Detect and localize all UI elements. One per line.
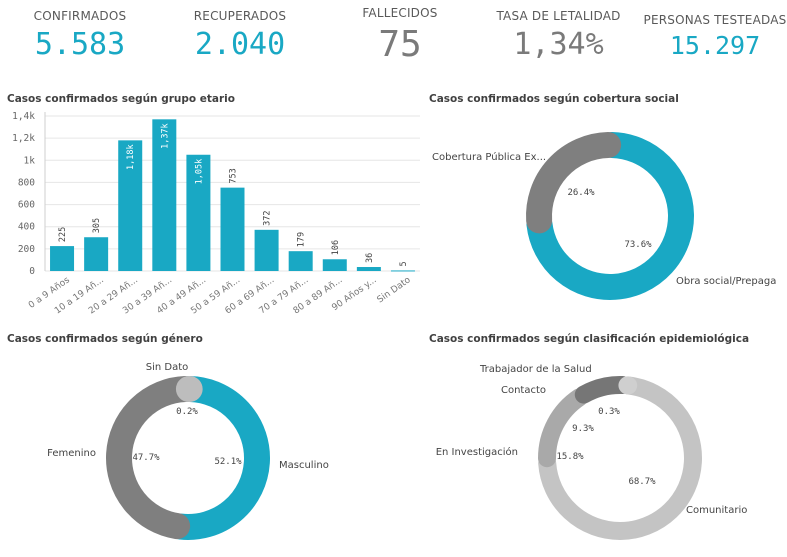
bar-value-label: 225 [58, 227, 68, 242]
y-tick-label: 1k [24, 155, 36, 166]
y-tick-label: 0 [29, 266, 35, 277]
slice-percent: 47.7% [132, 453, 160, 463]
slice-label: Comunitario [686, 505, 747, 516]
kpi-recuperados: RECUPERADOS 2.040 [180, 9, 300, 62]
bar[interactable] [322, 259, 347, 271]
slice-label: Masculino [279, 460, 329, 471]
bar-value-label: 305 [92, 218, 102, 233]
gender-chart-title: Casos confirmados según género [7, 333, 203, 345]
slice-label: Cobertura Pública Ex... [432, 151, 546, 163]
bar[interactable] [390, 270, 415, 272]
slice-label: Trabajador de la Salud [479, 364, 592, 375]
y-tick-label: 200 [18, 244, 35, 255]
bar-value-label: 106 [331, 240, 341, 255]
bar-value-label: 179 [297, 232, 307, 247]
bar[interactable] [356, 267, 381, 271]
kpi-label: RECUPERADOS [193, 9, 287, 23]
bar[interactable] [220, 187, 245, 271]
donut-slice[interactable] [526, 132, 622, 234]
slice-percent: 0.2% [176, 407, 198, 417]
bar-value-label: 753 [229, 168, 239, 183]
coverage-chart-title: Casos confirmados según cobertura social [429, 93, 679, 105]
donut-slice[interactable] [537, 388, 589, 468]
bar[interactable] [152, 119, 177, 271]
kpi-value: 5.583 [34, 27, 126, 62]
donut-slice[interactable] [106, 376, 199, 540]
bar-value-label: 5 [399, 261, 409, 266]
kpi-confirmados: CONFIRMADOS 5.583 [20, 9, 140, 62]
bar[interactable] [118, 140, 143, 271]
slice-percent: 52.1% [214, 457, 242, 467]
bar-value-label: 1,05k [194, 159, 204, 185]
bar-value-label: 1,37k [160, 123, 170, 149]
kpi-value: 15.297 [669, 31, 761, 60]
slice-percent: 9.3% [572, 424, 594, 434]
slice-percent: 0.3% [598, 407, 620, 417]
slice-label: Obra social/Prepaga [676, 276, 776, 287]
kpi-label: CONFIRMADOS [33, 9, 127, 23]
epi-chart-title: Casos confirmados según clasificación ep… [429, 333, 750, 345]
slice-label: Contacto [501, 385, 546, 396]
y-tick-label: 400 [18, 222, 35, 233]
donut-slice[interactable] [167, 376, 270, 540]
kpi-label: PERSONAS TESTEADAS [643, 13, 787, 27]
kpi-fallecidos: FALLECIDOS 75 [345, 6, 455, 65]
bar[interactable] [84, 237, 109, 271]
y-tick-label: 1,2k [12, 133, 35, 144]
y-tick-label: 1,4k [12, 111, 35, 122]
slice-percent: 68.7% [628, 477, 656, 487]
epi-classification-donut-chart: Comunitario 68.7% En Investigación 15.8% Con… [436, 364, 747, 540]
x-tick-label: Sin Dato [376, 275, 413, 305]
bar-value-label: 36 [365, 253, 375, 263]
gender-donut-chart: Masculino 52.1% Femenino 47.7% Sin Dato 0.2% [47, 362, 329, 540]
kpi-label: FALLECIDOS [362, 6, 438, 20]
kpi-value: 1,34% [513, 27, 604, 62]
bar[interactable] [254, 229, 279, 271]
slice-label: Sin Dato [146, 362, 189, 373]
bar-value-label: 1,18k [126, 144, 136, 170]
kpi-label: TASA DE LETALIDAD [496, 9, 621, 23]
bar[interactable] [288, 251, 313, 271]
donut-slice[interactable] [538, 376, 702, 540]
donut-slice[interactable] [574, 376, 632, 404]
slice-percent: 26.4% [567, 188, 595, 198]
slice-percent: 73.6% [624, 240, 652, 250]
bar[interactable] [50, 246, 75, 271]
kpi-value: 2.040 [194, 27, 286, 62]
age-chart-title: Casos confirmados según grupo etario [7, 93, 235, 105]
slice-percent: 15.8% [556, 452, 584, 462]
bar-value-label: 372 [263, 210, 273, 225]
kpi-personas-testeadas: PERSONAS TESTEADAS 15.297 [640, 13, 787, 60]
y-tick-label: 800 [18, 177, 35, 188]
slice-label: Femenino [47, 448, 96, 459]
kpi-tasa-letalidad: TASA DE LETALIDAD 1,34% [486, 9, 631, 62]
bar[interactable] [186, 154, 211, 271]
coverage-donut-chart: Obra social/Prepaga 73.6% Cobertura Públic… [432, 132, 776, 300]
donut-slice[interactable] [526, 132, 694, 300]
y-tick-label: 600 [18, 200, 35, 211]
kpi-value: 75 [378, 24, 422, 65]
slice-label: En Investigación [436, 446, 518, 458]
